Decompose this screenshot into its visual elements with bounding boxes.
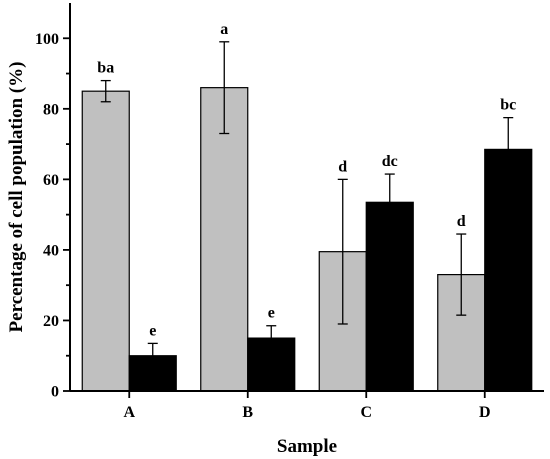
y-tick-label-20: 20 — [43, 313, 59, 330]
y-tick-label-100: 100 — [35, 31, 59, 48]
y-tick-label-0: 0 — [51, 384, 59, 401]
significance-label-B-s1: a — [220, 21, 228, 38]
x-tick-label-B: B — [242, 404, 253, 421]
error-bar-B-s2 — [266, 325, 277, 352]
error-bar-A-s1 — [100, 79, 111, 103]
significance-label-A-s1: ba — [97, 60, 114, 77]
bar-B-s1 — [200, 87, 249, 392]
bar-A-s1 — [81, 90, 130, 392]
error-bar-B-s1 — [219, 41, 230, 135]
x-tick-label-D: D — [479, 404, 491, 421]
error-bar-D-s1 — [456, 233, 467, 316]
significance-label-A-s2: e — [149, 322, 156, 339]
y-tick-label-80: 80 — [43, 101, 59, 118]
error-bar-C-s1 — [337, 178, 348, 325]
chart-axes: A B C D 0 20 40 60 80 100 — [35, 3, 544, 421]
x-axis-title: Sample — [277, 436, 337, 457]
y-tick-label-40: 40 — [43, 242, 59, 259]
significance-label-C-s1: d — [338, 158, 347, 175]
error-bar-C-s2 — [384, 173, 395, 232]
x-tick-label-C: C — [360, 404, 372, 421]
significance-label-B-s2: e — [268, 305, 275, 322]
error-bar-A-s2 — [147, 342, 158, 369]
y-tick-label-60: 60 — [43, 172, 59, 189]
y-axis-title: Percentage of cell population (%) — [6, 62, 27, 333]
chart-marks: ba e a e d dc d bc — [81, 21, 533, 392]
x-tick-label-A: A — [123, 404, 135, 421]
significance-label-D-s2: bc — [500, 97, 516, 114]
error-bar-D-s2 — [503, 116, 514, 182]
significance-label-C-s2: dc — [382, 153, 398, 170]
bar-D-s2 — [484, 148, 533, 392]
significance-label-D-s1: d — [457, 213, 466, 230]
